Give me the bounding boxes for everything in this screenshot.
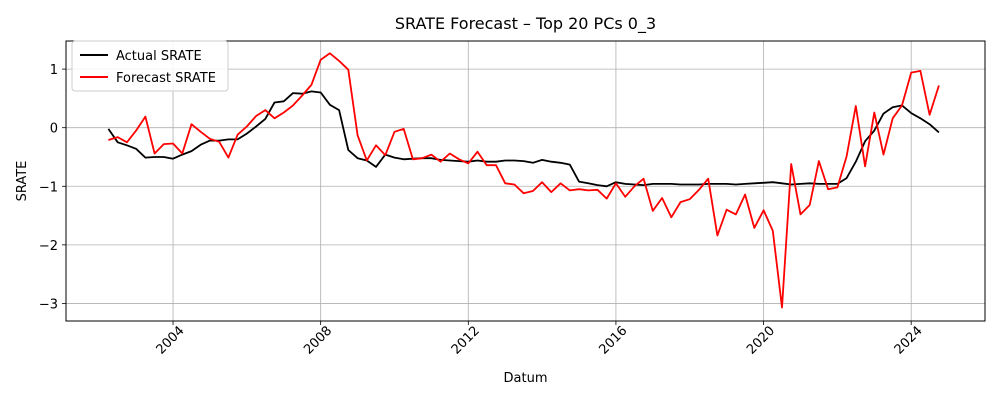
y-tick-label: −2 <box>39 239 58 254</box>
x-axis-label: Datum <box>504 371 548 386</box>
y-tick-label: 1 <box>50 63 58 78</box>
chart-title: SRATE Forecast – Top 20 PCs 0_3 <box>395 14 656 34</box>
legend: Actual SRATE Forecast SRATE <box>71 40 229 92</box>
y-axis-label: SRATE <box>15 161 30 202</box>
series-line-forecast <box>108 52 940 309</box>
series-layer <box>107 52 940 309</box>
y-tick-label: 0 <box>50 122 58 137</box>
series-line-actual <box>107 90 940 188</box>
grid-lines <box>66 41 985 321</box>
legend-label-actual: Actual SRATE <box>116 49 202 64</box>
legend-label-forecast: Forecast SRATE <box>116 71 216 86</box>
legend-box <box>71 40 229 92</box>
y-tick-label: −3 <box>39 297 58 312</box>
y-axis: 1 0 −1 −2 −3 <box>39 63 66 312</box>
plot-frame <box>65 40 986 322</box>
y-tick-label: −1 <box>39 180 58 195</box>
